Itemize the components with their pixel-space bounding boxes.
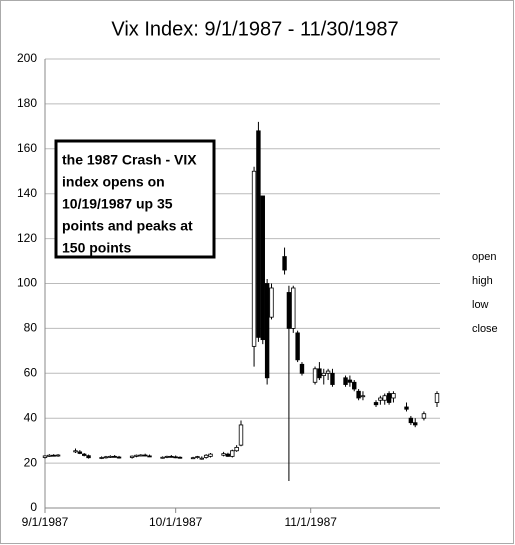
candle-body [330,372,335,385]
candle-body [391,393,396,399]
candle-body [269,287,274,318]
candle-body [291,287,296,329]
candle-body [86,455,91,459]
candle-body [169,455,174,458]
candle-body [234,446,239,452]
y-tick-label: 20 [24,455,38,469]
annotation-line: index opens on [62,174,165,190]
y-tick-label: 140 [17,186,37,200]
chart-title: Vix Index: 9/1/1987 - 11/30/1987 [111,18,398,40]
annotation-box [54,139,216,259]
candle-body [347,379,353,383]
candle-body [147,455,152,458]
candle-body [321,372,326,376]
candle-body [138,454,144,457]
candle-body [299,363,305,374]
candle-body [434,393,440,403]
legend-entry: high [472,275,493,287]
candle-body [103,456,109,459]
candle-body [282,256,287,271]
legend-entry: open [472,251,496,263]
candle-body [264,283,270,379]
candle-body [408,417,414,424]
candle-body [164,455,170,458]
y-tick-label: 100 [17,276,37,290]
candle-body [116,456,122,459]
candle-body [55,454,61,457]
candle-body [142,454,148,457]
candle-body [73,450,78,453]
candle-body [382,395,387,401]
candle-body [386,393,392,403]
y-tick-label: 40 [24,410,38,424]
candle-body [317,368,322,379]
candle-body [230,450,235,457]
candle-body [312,368,318,383]
x-tick-label: 11/1/1987 [284,515,337,529]
x-tick-label: 9/1/1987 [22,515,69,529]
candle-body [51,454,56,457]
y-tick-label: 200 [17,51,37,65]
annotation-line: the 1987 Crash - VIX [62,152,197,168]
candle-body [238,424,244,446]
candle-body [343,377,348,385]
y-tick-label: 120 [17,231,37,245]
candle-body [225,453,231,457]
candle-body [190,457,196,460]
candle-body [134,454,139,457]
candle-body [77,451,83,454]
candle-body [404,406,409,410]
candle-body [42,455,48,458]
candle-body [221,453,226,456]
candle-body [99,457,104,459]
candle-body [203,454,209,458]
candle-body [82,453,87,456]
candle-body [195,456,200,458]
y-tick-label: 0 [30,500,37,514]
candle-body [47,454,52,457]
legend-entry: close [472,323,498,335]
annotation-line: points and peaks at [62,218,193,234]
y-tick-label: 160 [17,141,37,155]
candle-body [413,422,418,426]
y-tick-label: 180 [17,96,37,110]
candle-body [256,130,261,338]
candle-body [325,370,331,374]
candle-body [286,292,292,329]
legend-entry: low [472,299,489,311]
candle-body [173,456,178,459]
candle-body [295,332,300,361]
candle-body [260,195,265,341]
candle-body [251,170,257,347]
annotation-line: 150 points [62,240,131,256]
candle-body [129,455,135,458]
candle-body [208,453,213,457]
candle-body [360,395,366,398]
candle-body [378,397,383,401]
x-tick-label: 10/1/1987 [149,515,203,529]
candle-body [199,457,204,460]
annotation-line: 10/19/1987 up 35 [62,196,173,212]
candle-body [421,413,427,419]
y-tick-label: 60 [24,365,38,379]
candle-body [177,456,183,459]
candle-body [356,390,361,399]
candle-body [112,455,117,458]
candle-body [373,402,379,406]
candle-body [108,455,113,458]
y-tick-label: 80 [24,321,38,335]
candle-body [160,456,165,459]
candle-body [352,381,357,390]
